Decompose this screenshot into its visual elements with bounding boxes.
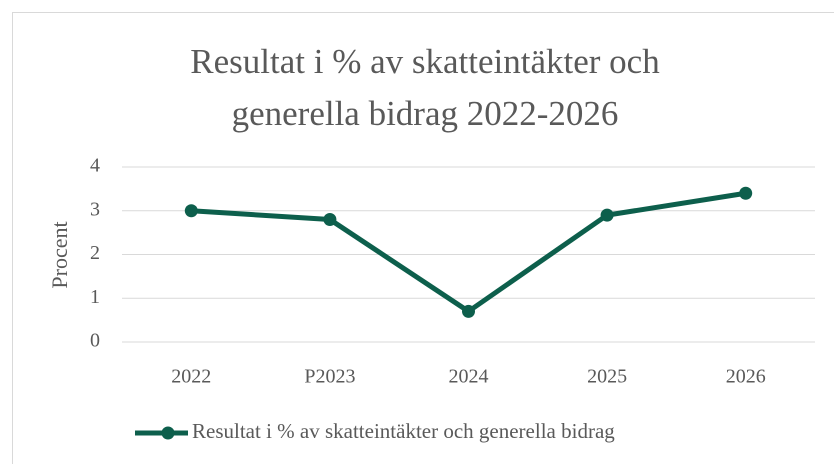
y-tick-label: 2: [90, 242, 100, 264]
x-tick-label: P2023: [304, 366, 355, 388]
x-tick-label: 2022: [171, 366, 211, 388]
y-tick-label: 0: [90, 330, 100, 352]
data-point: [184, 204, 198, 218]
x-tick-label: 2024: [449, 366, 489, 388]
legend-label: Resultat i % av skatteintäkter och gener…: [192, 419, 615, 443]
y-axis-label: Procent: [47, 221, 72, 288]
data-point: [600, 208, 614, 222]
x-tick-label: 2025: [587, 366, 627, 388]
y-tick-label: 3: [90, 198, 100, 220]
legend-marker: [161, 426, 175, 440]
data-point: [323, 213, 337, 226]
data-point: [462, 304, 475, 318]
y-tick-label: 1: [90, 286, 100, 308]
y-tick-label: 4: [90, 155, 100, 177]
x-tick-label: 2026: [726, 366, 766, 388]
data-point: [739, 186, 753, 200]
chart-title: Resultat i % av skatteintäkter och gener…: [190, 42, 660, 133]
chart-border: [12, 12, 834, 464]
